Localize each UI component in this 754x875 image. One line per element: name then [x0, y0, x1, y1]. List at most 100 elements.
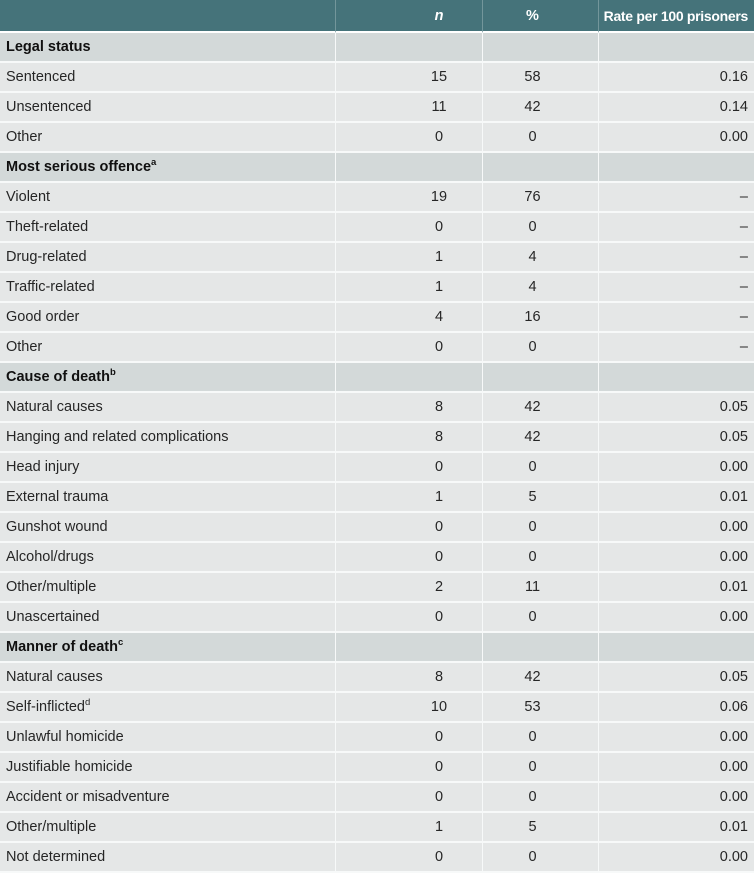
row-label: Hanging and related complications [0, 423, 335, 453]
table-row: Unsentenced 11 42 0.14 [0, 93, 754, 123]
percent-value: 58 [482, 63, 598, 93]
section-empty-cell [335, 33, 482, 63]
row-label: Other/multiple [0, 813, 335, 843]
percent-value: 0 [482, 453, 598, 483]
percent-value: 42 [482, 93, 598, 123]
section-empty-cell [482, 633, 598, 663]
row-label: Good order [0, 303, 335, 333]
column-header-blank [0, 0, 335, 33]
percent-value: 11 [482, 573, 598, 603]
rate-value: 0.00 [598, 123, 754, 153]
percent-value: 4 [482, 273, 598, 303]
table-row: Other 0 0– [0, 333, 754, 363]
percent-value: 76 [482, 183, 598, 213]
rate-value: 0.00 [598, 753, 754, 783]
table-row: Theft-related 0 0– [0, 213, 754, 243]
n-value: 0 [335, 453, 482, 483]
rate-value: 0.00 [598, 513, 754, 543]
row-label: Accident or misadventure [0, 783, 335, 813]
percent-value: 5 [482, 813, 598, 843]
n-value: 0 [335, 543, 482, 573]
row-label: Natural causes [0, 393, 335, 423]
footnote-marker: a [151, 157, 157, 169]
n-value: 8 [335, 663, 482, 693]
percent-value: 0 [482, 783, 598, 813]
row-label: Alcohol/drugs [0, 543, 335, 573]
table-row: External trauma 1 5 0.01 [0, 483, 754, 513]
rate-value: – [598, 333, 754, 363]
percent-value: 0 [482, 753, 598, 783]
rate-value: – [598, 273, 754, 303]
row-label: Traffic-related [0, 273, 335, 303]
table-row: Accident or misadventure 0 0 0.00 [0, 783, 754, 813]
row-label: Unlawful homicide [0, 723, 335, 753]
section-empty-cell [482, 153, 598, 183]
section-title: Manner of deathc [0, 633, 335, 663]
n-value: 0 [335, 213, 482, 243]
row-label: Self-inflictedd [0, 693, 335, 723]
section-title: Legal status [0, 33, 335, 63]
table-row: Sentenced 15 58 0.16 [0, 63, 754, 93]
table-row: Other/multiple 1 5 0.01 [0, 813, 754, 843]
percent-value: 0 [482, 843, 598, 873]
section-header-row: Legal status [0, 33, 754, 63]
column-header-n: n [335, 0, 482, 33]
percent-value: 53 [482, 693, 598, 723]
section-empty-cell [335, 363, 482, 393]
rate-value: 0.00 [598, 603, 754, 633]
rate-value: 0.14 [598, 93, 754, 123]
rate-value: 0.01 [598, 813, 754, 843]
n-value: 1 [335, 273, 482, 303]
rate-value: 0.00 [598, 843, 754, 873]
percent-value: 0 [482, 333, 598, 363]
table-row: Not determined 0 0 0.00 [0, 843, 754, 873]
n-value: 1 [335, 483, 482, 513]
n-value: 0 [335, 723, 482, 753]
row-label: Violent [0, 183, 335, 213]
row-label: Sentenced [0, 63, 335, 93]
rate-value: 0.01 [598, 483, 754, 513]
rate-value: 0.01 [598, 573, 754, 603]
section-header-row: Cause of deathb [0, 363, 754, 393]
rate-value: – [598, 213, 754, 243]
n-value: 0 [335, 783, 482, 813]
row-label: Unsentenced [0, 93, 335, 123]
footnote-marker: d [84, 697, 91, 709]
percent-value: 0 [482, 513, 598, 543]
rate-value: 0.00 [598, 543, 754, 573]
n-value: 4 [335, 303, 482, 333]
percent-value: 0 [482, 123, 598, 153]
row-label: Other [0, 333, 335, 363]
n-value: 8 [335, 393, 482, 423]
table-row: Violent 19 76– [0, 183, 754, 213]
n-value: 11 [335, 93, 482, 123]
row-label: Theft-related [0, 213, 335, 243]
table-row: Natural causes 8 42 0.05 [0, 663, 754, 693]
n-value: 1 [335, 813, 482, 843]
column-header-percent: % [482, 0, 598, 33]
percent-value: 0 [482, 603, 598, 633]
table-row: Self-inflictedd 10 53 0.06 [0, 693, 754, 723]
n-value: 0 [335, 753, 482, 783]
percent-value: 42 [482, 423, 598, 453]
row-label: External trauma [0, 483, 335, 513]
table-row: Head injury 0 0 0.00 [0, 453, 754, 483]
n-value: 15 [335, 63, 482, 93]
table-header-row: n % Rate per 100 prisoners [0, 0, 754, 33]
row-label: Not determined [0, 843, 335, 873]
n-value: 1 [335, 243, 482, 273]
rate-value: 0.16 [598, 63, 754, 93]
table-row: Good order 4 16– [0, 303, 754, 333]
row-label: Unascertained [0, 603, 335, 633]
column-header-rate: Rate per 100 prisoners [598, 0, 754, 33]
table-row: Drug-related 1 4– [0, 243, 754, 273]
section-header-row: Most serious offencea [0, 153, 754, 183]
rate-value: 0.05 [598, 393, 754, 423]
n-value: 8 [335, 423, 482, 453]
row-label: Gunshot wound [0, 513, 335, 543]
n-value: 0 [335, 603, 482, 633]
percent-value: 4 [482, 243, 598, 273]
row-label: Other [0, 123, 335, 153]
